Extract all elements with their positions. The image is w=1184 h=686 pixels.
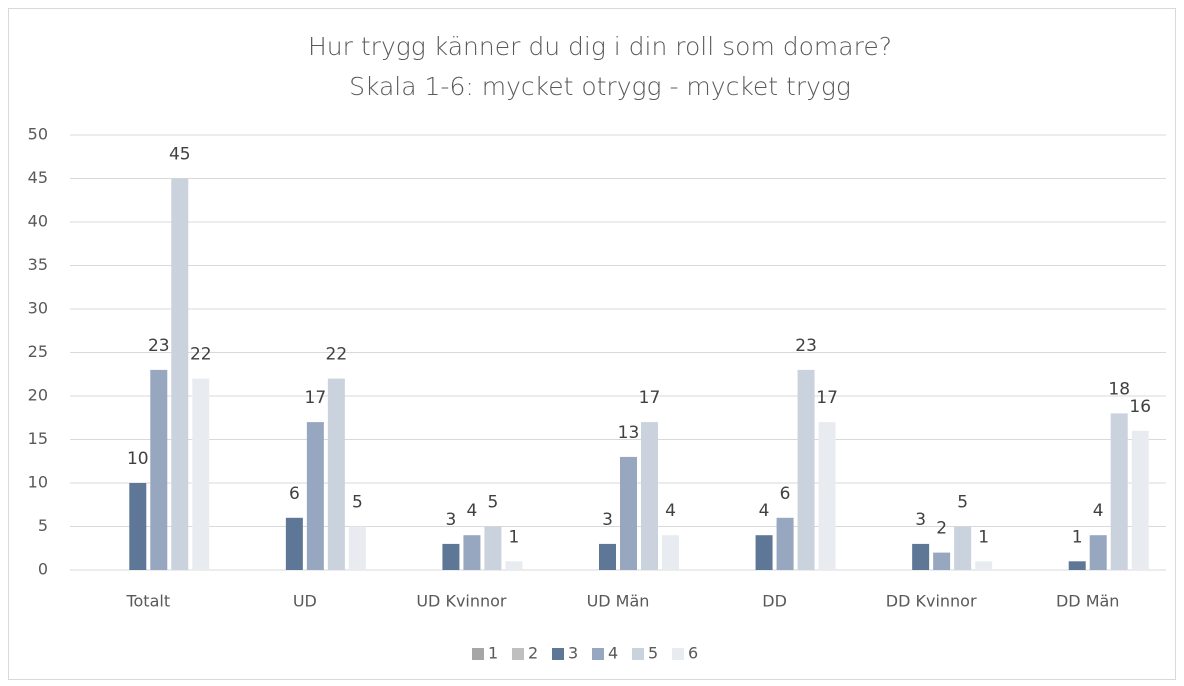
bar: [975, 561, 993, 570]
bar: [129, 483, 147, 570]
bar: [954, 526, 972, 570]
bar: [1089, 535, 1107, 570]
y-tick-label: 5: [38, 516, 48, 535]
y-tick-label: 25: [28, 342, 48, 361]
chart-subtitle: Skala 1-6: mycket otrygg - mycket trygg: [349, 72, 851, 101]
bar: [327, 378, 345, 570]
value-label: 16: [1129, 397, 1151, 417]
x-tick-label: UD Kvinnor: [416, 592, 507, 611]
bar: [641, 422, 658, 570]
value-label: 4: [665, 501, 676, 521]
value-label: 4: [467, 501, 478, 521]
value-label: 4: [759, 501, 770, 521]
value-label: 1: [509, 527, 520, 547]
y-tick-label: 35: [28, 255, 48, 274]
bar: [755, 535, 773, 570]
value-label: 22: [190, 345, 212, 365]
value-label: 5: [488, 493, 499, 513]
value-label: 3: [915, 510, 926, 530]
y-tick-label: 10: [28, 473, 48, 492]
value-label: 3: [446, 510, 457, 530]
bar: [933, 552, 951, 570]
bar: [662, 535, 679, 570]
x-tick-label: DD: [762, 592, 787, 611]
legend-swatch: [552, 648, 564, 660]
legend-label: 5: [648, 644, 658, 663]
legend-swatch: [632, 648, 644, 660]
bar: [1131, 430, 1149, 570]
value-label: 17: [816, 388, 838, 408]
bar: [620, 456, 637, 570]
value-label: 6: [289, 484, 300, 504]
x-tick-label: UD: [293, 592, 317, 611]
bar: [150, 369, 168, 570]
x-tick-label: DD Män: [1056, 592, 1119, 611]
bar: [776, 517, 794, 570]
chart-title: Hur trygg känner du dig i din roll som d…: [308, 32, 892, 61]
bar: [599, 543, 616, 570]
value-label: 23: [148, 336, 170, 356]
x-tick-label: Totalt: [125, 592, 170, 611]
y-tick-label: 20: [28, 386, 48, 405]
value-label: 17: [639, 388, 661, 408]
bar: [348, 526, 366, 570]
value-label: 5: [957, 493, 968, 513]
bar: [306, 422, 324, 570]
value-label: 10: [127, 449, 149, 469]
bar: [912, 543, 930, 570]
legend-swatch: [472, 648, 484, 660]
bar: [171, 178, 189, 570]
value-label: 5: [352, 493, 363, 513]
legend-label: 1: [488, 644, 498, 663]
value-label: 45: [169, 145, 191, 165]
value-label: 3: [602, 510, 613, 530]
value-label: 1: [1072, 527, 1083, 547]
x-tick-label: DD Kvinnor: [886, 592, 977, 611]
y-tick-label: 0: [38, 560, 48, 579]
bar: [192, 378, 210, 570]
value-label: 17: [305, 388, 327, 408]
value-label: 2: [936, 519, 947, 539]
bar: [442, 543, 460, 570]
value-label: 13: [618, 423, 640, 443]
value-label: 4: [1093, 501, 1104, 521]
value-label: 1: [978, 527, 989, 547]
y-tick-label: 45: [28, 168, 48, 187]
legend-label: 2: [528, 644, 538, 663]
legend-swatch: [592, 648, 604, 660]
y-tick-label: 50: [28, 125, 48, 144]
value-label: 6: [780, 484, 791, 504]
value-label: 18: [1108, 379, 1130, 399]
y-tick-label: 15: [28, 429, 48, 448]
legend-label: 3: [568, 644, 578, 663]
legend-label: 4: [608, 644, 618, 663]
y-tick-label: 30: [28, 299, 48, 318]
legend-label: 6: [688, 644, 698, 663]
bar: [285, 517, 303, 570]
legend-swatch: [512, 648, 524, 660]
bar: [484, 526, 502, 570]
bar: [505, 561, 523, 570]
bar: [1110, 413, 1128, 570]
legend-swatch: [672, 648, 684, 660]
x-tick-label: UD Män: [587, 592, 650, 611]
bar: [1068, 561, 1086, 570]
bar: [797, 369, 815, 570]
value-label: 23: [795, 336, 817, 356]
value-label: 22: [326, 345, 348, 365]
bar: [463, 535, 481, 570]
bar: [818, 422, 836, 570]
y-tick-label: 40: [28, 212, 48, 231]
